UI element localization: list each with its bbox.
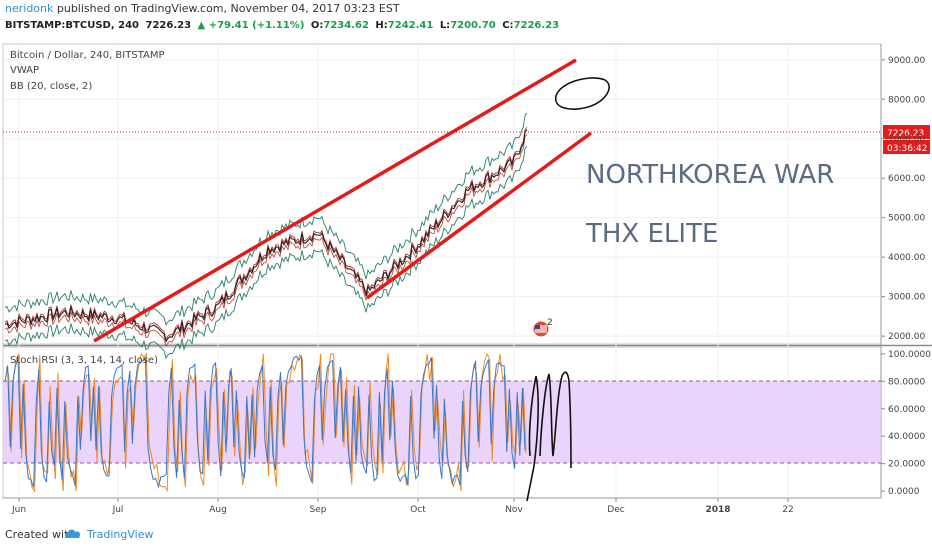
time-tick-label: Dec	[607, 505, 624, 515]
stoch-tick-label: 20.0000	[888, 460, 925, 470]
countdown-badge-text: 03:36:42	[887, 144, 927, 154]
upper-trend-line[interactable]	[93, 58, 577, 343]
open-value: 7234.62	[323, 20, 369, 31]
price-tick-label: 3000.00	[888, 293, 925, 303]
stoch-k-line	[4, 354, 526, 489]
countdown-badge	[883, 140, 930, 154]
stoch-band-fill	[3, 381, 881, 463]
stoch-tick-label: 80.0000	[888, 377, 925, 387]
legend-bb[interactable]: BB (20, close, 2)	[10, 81, 92, 92]
publish-line: neridonk published on TradingView.com, N…	[5, 0, 400, 17]
stoch-series	[4, 352, 527, 493]
lower-trend-line[interactable]	[365, 131, 593, 300]
price-tick-label: 4000.00	[888, 253, 925, 263]
time-tick-label: Sep	[310, 505, 327, 515]
annotation-thx-elite[interactable]: THX ELITE	[585, 219, 718, 249]
bb-lower-band	[4, 146, 528, 360]
price-line	[4, 129, 528, 343]
created-with-label: Created with	[5, 528, 76, 541]
ohlc-line: BITSTAMP:BTCUSD, 240 7226.23 ▲ +79.41 (+…	[5, 17, 562, 35]
stoch-tick-label: 60.0000	[888, 405, 925, 415]
time-tick-label: Oct	[410, 505, 426, 515]
price-tick-label: 7000.00	[888, 135, 925, 145]
symbol-label: BITSTAMP:BTCUSD, 240	[5, 20, 139, 31]
time-axis[interactable]: Jun Jul Aug Sep Oct Nov Dec 2018 22	[11, 498, 794, 515]
footer: Created with TradingView	[0, 519, 932, 550]
price-change: ▲ +79.41 (+1.11%)	[197, 20, 305, 31]
price-tick-label: 6000.00	[888, 174, 925, 184]
main-price-axis[interactable]: 9000.00 8000.00 7000.00 6000.00 5000.00 4000.…	[881, 56, 925, 342]
close-label: C:	[502, 20, 514, 31]
stoch-tick-label: 100.0000	[888, 350, 931, 360]
open-label: O:	[310, 20, 324, 31]
last-price: 7226.23	[145, 20, 192, 31]
time-tick-label: 2018	[705, 505, 730, 515]
close-value: 7226.23	[513, 20, 560, 31]
hand-drawn-stoch-sketch[interactable]	[526, 371, 572, 502]
tradingview-brand-link[interactable]: TradingView	[87, 528, 154, 541]
time-tick-label: Jun	[11, 505, 26, 515]
vwap-line	[4, 134, 528, 348]
legend-stoch-rsi[interactable]: Stoch RSI (3, 3, 14, 14, close)	[10, 355, 158, 366]
price-chart-area[interactable]: NORTHKOREA WAR THX ELITE Bitcoin / Dolla…	[0, 36, 932, 519]
publish-info: published on TradingView.com, November 0…	[56, 2, 400, 15]
event-flag-icon[interactable]	[532, 320, 550, 338]
annotation-northkorea[interactable]: NORTHKOREA WAR	[586, 160, 834, 190]
last-price-badge	[883, 125, 930, 139]
main-pane-frame	[2, 43, 882, 345]
time-tick-label: Nov	[505, 505, 523, 515]
event-count: 2	[547, 318, 553, 328]
high-value: 7242.41	[387, 20, 434, 31]
main-grid	[3, 44, 881, 498]
stoch-axis[interactable]: 100.0000 80.0000 60.0000 40.0000 20.0000 0.00…	[881, 350, 931, 497]
price-tick-label: 9000.00	[888, 56, 925, 66]
time-tick-label: Aug	[209, 505, 227, 515]
publisher-username[interactable]: neridonk	[5, 2, 54, 15]
stoch-tick-label: 40.0000	[888, 432, 925, 442]
tradingview-cloud-icon[interactable]	[63, 525, 83, 541]
price-tick-label: 8000.00	[888, 95, 925, 105]
last-price-badge-text: 7226.23	[887, 129, 924, 139]
legend-symbol-title[interactable]: Bitcoin / Dollar, 240, BITSTAMP	[10, 50, 165, 61]
time-tick-label: 22	[782, 505, 793, 515]
low-label: L:	[439, 20, 451, 31]
time-tick-label: Jul	[112, 505, 124, 515]
hand-drawn-ellipse[interactable]	[554, 77, 610, 110]
stoch-tick-label: 0.0000	[888, 487, 920, 497]
price-tick-label: 2000.00	[888, 332, 925, 342]
price-tick-label: 5000.00	[888, 214, 925, 224]
low-value: 7200.70	[450, 20, 496, 31]
legend-vwap[interactable]: VWAP	[10, 65, 39, 76]
high-label: H:	[375, 20, 388, 31]
